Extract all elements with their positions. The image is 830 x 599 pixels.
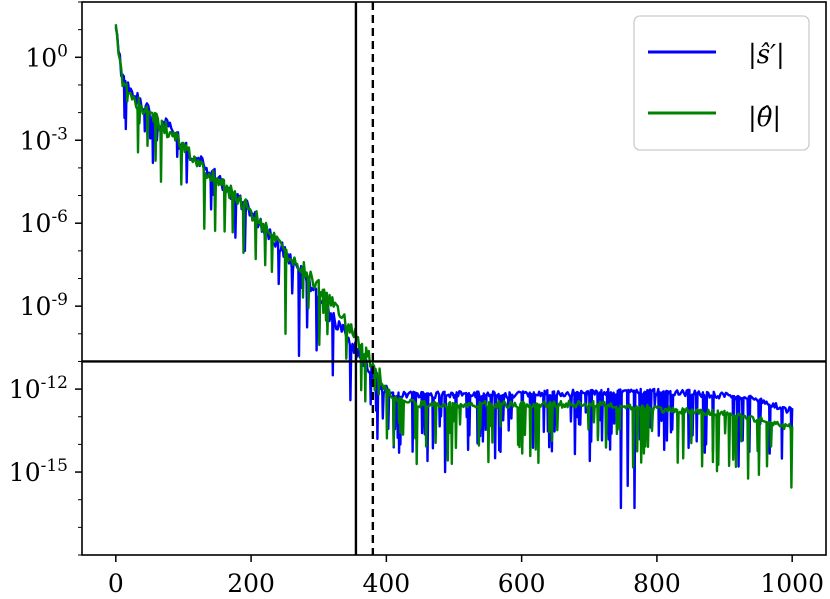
y-tick-label: 10-9 [20, 290, 68, 321]
x-tick-label: 400 [363, 569, 411, 598]
legend-label-theta: |θ̂| [748, 103, 781, 133]
legend-label-s-prime: |ŝ′| [748, 40, 785, 70]
series-line-theta [114, 24, 794, 489]
legend-box [633, 15, 810, 151]
x-tick-label: 200 [227, 569, 275, 598]
x-tick-label: 0 [108, 569, 124, 598]
legend: |ŝ′| |θ̂| [633, 15, 810, 151]
series-layer [114, 24, 794, 510]
y-tick-label: 10-12 [9, 373, 68, 404]
y-tick-label: 10-6 [20, 207, 68, 238]
x-tick-label: 1000 [760, 569, 824, 598]
x-tick-label: 600 [498, 569, 546, 598]
x-axis: 0 200 400 600 800 1000 [108, 555, 824, 598]
y-tick-label: 10-3 [20, 124, 68, 155]
series-line-s-prime [114, 27, 794, 510]
reference-lines [82, 2, 826, 555]
y-tick-label: 10-15 [9, 456, 68, 487]
x-tick-label: 800 [633, 569, 681, 598]
y-tick-label: 100 [25, 41, 68, 72]
y-axis: 100 10-3 10-6 10-9 10-12 10-15 [9, 1, 82, 556]
